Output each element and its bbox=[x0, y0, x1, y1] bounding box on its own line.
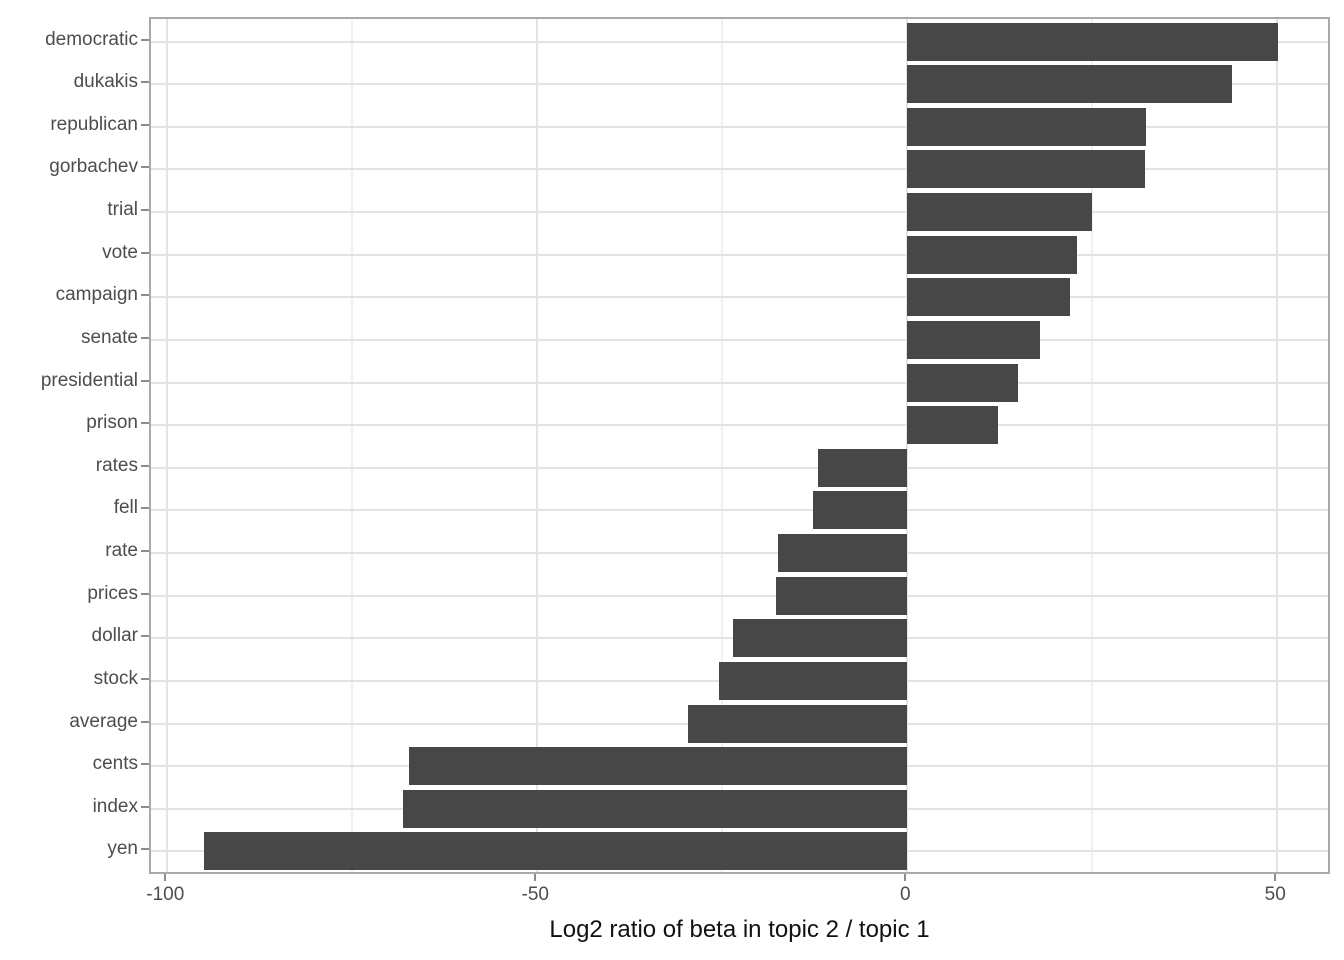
y-tick-label-campaign: campaign bbox=[55, 284, 138, 306]
y-tick-label-rate: rate bbox=[105, 540, 138, 562]
gridline-x-major bbox=[536, 19, 539, 872]
y-tick-label-presidential: presidential bbox=[40, 369, 138, 391]
gridline-x-minor bbox=[1091, 19, 1094, 872]
y-tick bbox=[141, 592, 149, 595]
y-tick bbox=[141, 336, 149, 339]
y-tick bbox=[141, 507, 149, 510]
y-tick bbox=[141, 677, 149, 680]
y-tick bbox=[141, 635, 149, 638]
y-tick-label-gorbachev: gorbachev bbox=[49, 156, 138, 178]
y-tick-label-trial: trial bbox=[107, 199, 138, 221]
gridline-y-major bbox=[151, 125, 1328, 128]
y-tick bbox=[141, 550, 149, 553]
gridline-y-major bbox=[151, 424, 1328, 427]
gridline-y-major bbox=[151, 594, 1328, 597]
gridline-x-major bbox=[166, 19, 169, 872]
y-tick-label-dukakis: dukakis bbox=[73, 71, 138, 93]
gridline-y-major bbox=[151, 168, 1328, 171]
gridline-y-major bbox=[151, 509, 1328, 512]
x-tick bbox=[164, 874, 167, 881]
bar-senate bbox=[907, 320, 1041, 359]
x-tick bbox=[534, 874, 537, 881]
x-tick-label: -50 bbox=[521, 884, 549, 905]
y-tick bbox=[141, 294, 149, 297]
bar-presidential bbox=[907, 363, 1019, 402]
gridline-y-major bbox=[151, 338, 1328, 341]
y-tick bbox=[141, 848, 149, 851]
bar-stock bbox=[719, 661, 908, 700]
y-tick-label-dollar: dollar bbox=[91, 625, 138, 647]
y-tick bbox=[141, 805, 149, 808]
bar-rates bbox=[818, 448, 908, 487]
y-tick bbox=[141, 251, 149, 254]
y-tick bbox=[141, 763, 149, 766]
bar-democratic bbox=[907, 22, 1278, 61]
gridline-x-major bbox=[1276, 19, 1279, 872]
gridline-y-major bbox=[151, 296, 1328, 299]
bar-vote bbox=[907, 235, 1078, 274]
y-tick-label-average: average bbox=[69, 710, 138, 732]
plot-panel bbox=[149, 17, 1330, 874]
bar-republican bbox=[907, 107, 1147, 146]
y-tick bbox=[141, 464, 149, 467]
gridline-y-major bbox=[151, 211, 1328, 214]
y-tick-label-rates: rates bbox=[95, 454, 138, 476]
y-tick bbox=[141, 720, 149, 723]
y-tick-label-stock: stock bbox=[93, 667, 138, 689]
x-tick-label: -100 bbox=[146, 884, 185, 905]
y-tick-label-cents: cents bbox=[92, 753, 138, 775]
bar-campaign bbox=[907, 278, 1071, 317]
y-tick bbox=[141, 209, 149, 212]
bar-fell bbox=[812, 491, 908, 530]
bar-index bbox=[402, 789, 908, 828]
gridline-x-minor bbox=[721, 19, 724, 872]
y-tick-label-prices: prices bbox=[87, 582, 138, 604]
y-tick bbox=[141, 166, 149, 169]
gridline-y-major bbox=[151, 552, 1328, 555]
y-tick-label-senate: senate bbox=[80, 326, 138, 348]
y-tick bbox=[141, 123, 149, 126]
gridline-y-major bbox=[151, 40, 1328, 43]
y-tick-label-democratic: democratic bbox=[45, 28, 138, 50]
y-tick-label-index: index bbox=[92, 795, 138, 817]
bar-rate bbox=[778, 534, 908, 573]
y-tick bbox=[141, 379, 149, 382]
y-tick-label-vote: vote bbox=[102, 241, 138, 263]
y-tick bbox=[141, 422, 149, 425]
y-tick bbox=[141, 81, 149, 84]
gridline-y-major bbox=[151, 83, 1328, 86]
gridline-y-major bbox=[151, 253, 1328, 256]
bar-dollar bbox=[732, 619, 908, 658]
x-axis-title: Log2 ratio of beta in topic 2 / topic 1 bbox=[549, 916, 930, 943]
x-tick-label: 0 bbox=[899, 884, 911, 905]
y-tick-label-fell: fell bbox=[113, 497, 138, 519]
y-tick bbox=[141, 38, 149, 41]
x-tick-label: 50 bbox=[1264, 884, 1286, 905]
bar-trial bbox=[907, 193, 1092, 232]
y-tick-label-republican: republican bbox=[50, 113, 138, 135]
bar-average bbox=[688, 704, 908, 743]
bar-dukakis bbox=[907, 65, 1233, 104]
y-tick-label-yen: yen bbox=[107, 838, 138, 860]
y-tick-label-prison: prison bbox=[86, 412, 138, 434]
bar-yen bbox=[203, 832, 908, 871]
bar-gorbachev bbox=[907, 150, 1145, 189]
x-tick bbox=[904, 874, 907, 881]
gridline-x-minor bbox=[351, 19, 354, 872]
gridline-x-major bbox=[906, 19, 909, 872]
bar-cents bbox=[408, 747, 908, 786]
gridline-y-major bbox=[151, 381, 1328, 384]
gridline-y-major bbox=[151, 466, 1328, 469]
bar-prison bbox=[907, 406, 999, 445]
x-tick bbox=[1274, 874, 1277, 881]
bar-prices bbox=[775, 576, 908, 615]
